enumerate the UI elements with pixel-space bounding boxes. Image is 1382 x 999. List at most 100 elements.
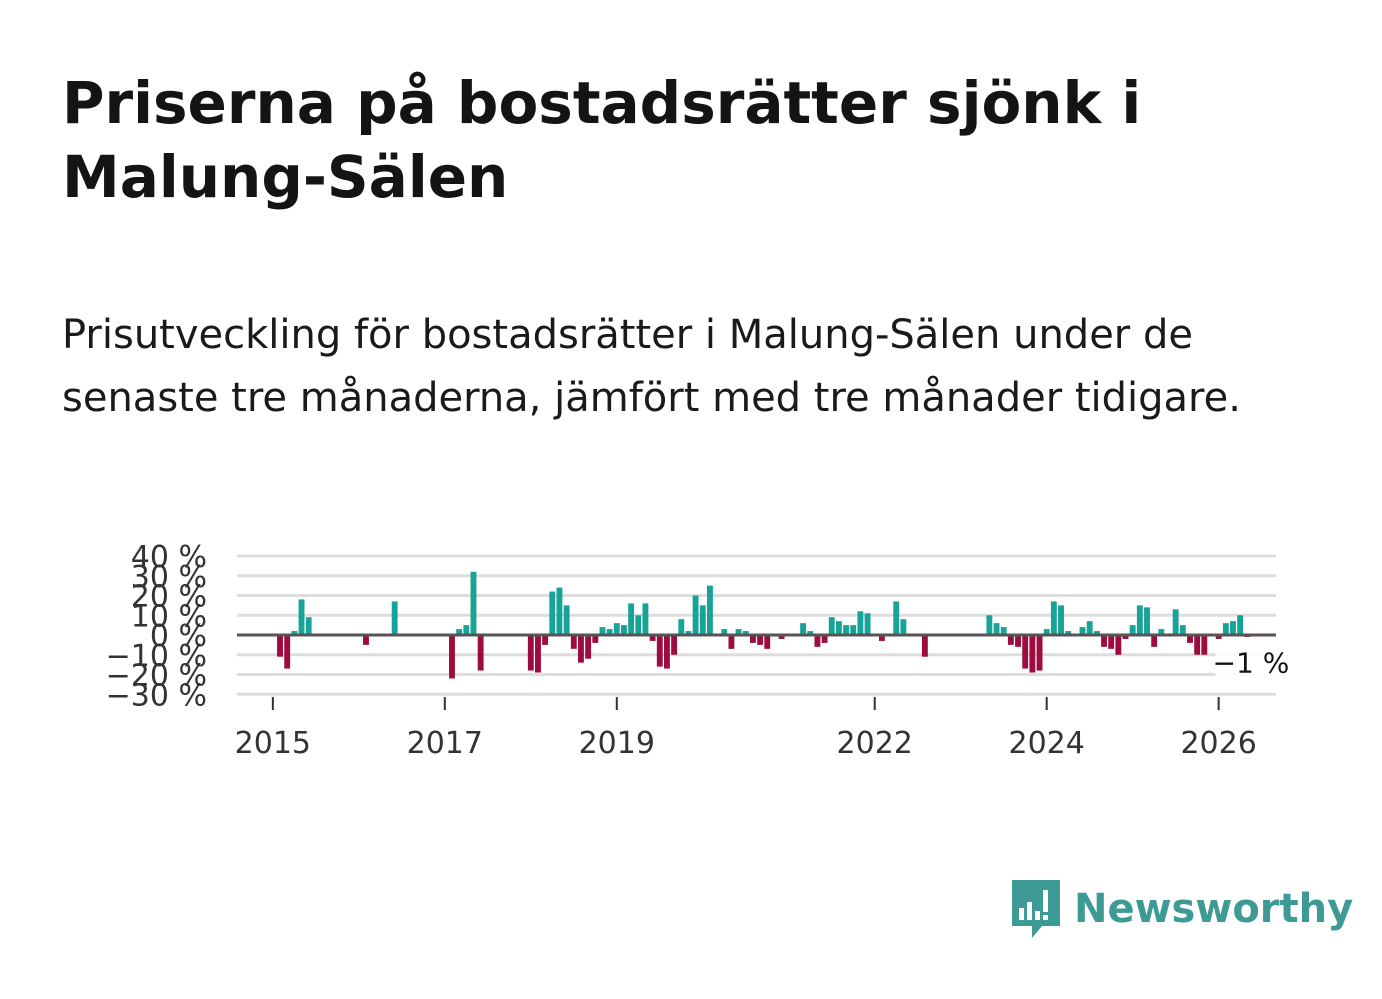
bar bbox=[391, 601, 398, 635]
bar bbox=[463, 625, 470, 636]
bar bbox=[542, 635, 549, 645]
bar bbox=[828, 617, 835, 635]
bar bbox=[556, 587, 563, 635]
annotations: −1 % bbox=[1213, 647, 1298, 683]
bar bbox=[1036, 635, 1043, 671]
bar bbox=[1172, 609, 1179, 635]
bar bbox=[699, 605, 706, 636]
bar bbox=[1029, 635, 1036, 673]
bar bbox=[578, 635, 584, 663]
bar bbox=[1136, 605, 1143, 636]
bar bbox=[1115, 635, 1122, 655]
bar bbox=[1086, 621, 1093, 635]
bar bbox=[449, 635, 455, 679]
bar bbox=[1000, 627, 1007, 635]
bar bbox=[1079, 627, 1086, 635]
bar bbox=[893, 601, 900, 635]
bar bbox=[305, 617, 312, 635]
bar bbox=[1215, 635, 1222, 639]
bar bbox=[814, 635, 821, 647]
bar bbox=[986, 615, 993, 635]
bar bbox=[664, 635, 670, 669]
bar bbox=[570, 635, 577, 649]
bar bbox=[642, 603, 649, 635]
bar bbox=[1151, 635, 1158, 647]
bar bbox=[284, 635, 291, 669]
bar bbox=[921, 635, 928, 657]
bar bbox=[850, 625, 857, 636]
bar-chart: 40 %30 %20 %10 %0 %−10 %−20 %−30 % 2015 2… bbox=[106, 540, 1298, 761]
bar bbox=[1158, 629, 1165, 635]
x-axis-ticks: 2015 2017 2019 2022 2024 2026 bbox=[235, 697, 1257, 761]
bar bbox=[1065, 631, 1072, 635]
bar bbox=[1043, 629, 1050, 635]
bar bbox=[706, 585, 713, 636]
newsworthy-logo: Newsworthy bbox=[1010, 878, 1353, 940]
y-tick-label: 10 % bbox=[131, 599, 207, 634]
bar bbox=[1122, 635, 1129, 639]
chart-title: Priserna på bostadsrätter sjönk i Malung… bbox=[62, 69, 1142, 211]
bar bbox=[864, 613, 871, 635]
y-tick-label: −30 % bbox=[106, 678, 207, 713]
bar bbox=[649, 635, 656, 641]
bar bbox=[1222, 623, 1229, 635]
bar bbox=[563, 605, 570, 636]
y-tick-label: 40 % bbox=[131, 540, 207, 575]
x-tick-label: 2015 bbox=[235, 726, 311, 761]
y-tick-label: −20 % bbox=[106, 659, 207, 694]
bar bbox=[728, 635, 735, 649]
bar bbox=[1194, 635, 1201, 655]
bar bbox=[1201, 635, 1208, 655]
bar bbox=[1093, 631, 1100, 635]
last-value-label: −1 % bbox=[1213, 647, 1290, 680]
bar bbox=[470, 571, 477, 635]
y-tick-label: 30 % bbox=[131, 560, 207, 595]
bar bbox=[1058, 605, 1064, 636]
y-tick-label: 20 % bbox=[131, 580, 207, 615]
bar bbox=[606, 629, 613, 635]
bar bbox=[857, 611, 864, 635]
bar bbox=[835, 621, 842, 635]
x-tick-label: 2019 bbox=[579, 726, 655, 761]
bar bbox=[678, 619, 685, 635]
bar bbox=[900, 619, 907, 635]
x-tick-label: 2026 bbox=[1180, 726, 1256, 761]
bar bbox=[800, 623, 807, 635]
bar bbox=[549, 591, 556, 635]
bar bbox=[807, 631, 814, 635]
bar bbox=[363, 635, 369, 645]
bar bbox=[843, 625, 850, 636]
bar bbox=[993, 623, 1000, 635]
bar bbox=[749, 635, 756, 643]
bar bbox=[1101, 635, 1107, 647]
bar bbox=[764, 635, 771, 649]
bar bbox=[1050, 601, 1057, 635]
bar bbox=[277, 635, 283, 657]
bar bbox=[477, 635, 484, 671]
bar bbox=[1144, 607, 1150, 635]
bar bbox=[1129, 625, 1136, 636]
x-tick-label: 2022 bbox=[837, 726, 913, 761]
brand-name: Newsworthy bbox=[1074, 886, 1354, 932]
bars bbox=[277, 571, 1251, 679]
bar bbox=[621, 625, 627, 636]
bar bbox=[456, 629, 463, 635]
bar bbox=[1179, 625, 1186, 636]
bar bbox=[527, 635, 534, 671]
bar bbox=[757, 635, 764, 645]
bar bbox=[535, 635, 541, 673]
bar bbox=[671, 635, 678, 655]
bar bbox=[1237, 615, 1244, 635]
bar bbox=[656, 635, 663, 667]
bar bbox=[821, 635, 828, 643]
value-label-background bbox=[1215, 648, 1298, 683]
bar bbox=[1015, 635, 1021, 647]
bar bbox=[878, 635, 885, 641]
y-tick-label: −10 % bbox=[106, 639, 207, 674]
y-axis-ticks: 40 %30 %20 %10 %0 %−10 %−20 %−30 % bbox=[106, 540, 207, 713]
bar bbox=[778, 635, 785, 639]
x-tick-label: 2024 bbox=[1009, 726, 1085, 761]
bar bbox=[599, 627, 606, 635]
y-tick-label: 0 % bbox=[150, 619, 207, 654]
bar bbox=[692, 595, 699, 635]
